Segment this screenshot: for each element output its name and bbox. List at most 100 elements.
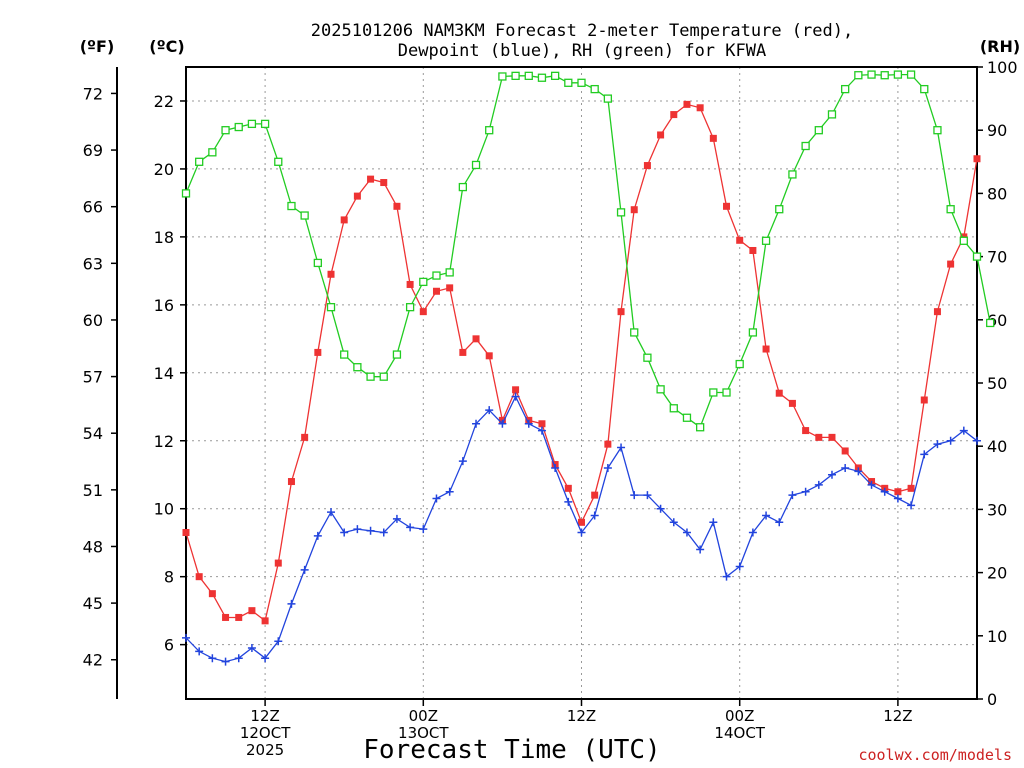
- rh-tick-label: 20: [987, 564, 1007, 583]
- rh-point: [287, 201, 296, 211]
- fahrenheit-tick-label: 45: [83, 594, 103, 613]
- rh-point: [577, 78, 586, 87]
- temperature-point: [274, 559, 282, 567]
- rh-point: [537, 73, 547, 82]
- celsius-tick-label: 22: [154, 92, 174, 111]
- time-tick-label: 2025: [246, 741, 284, 759]
- time-tick-label: 00Z: [409, 707, 438, 725]
- dewpoint-point: [366, 526, 375, 535]
- temperature-point: [762, 345, 770, 353]
- rh-point: [208, 148, 217, 157]
- temperature-point: [208, 590, 216, 598]
- rh-point: [827, 110, 837, 119]
- dewpoint-point: [709, 518, 718, 527]
- temperature-point: [485, 352, 493, 360]
- temperature-point: [432, 287, 440, 295]
- dewpoint-point: [537, 426, 546, 435]
- rh-point: [274, 157, 283, 166]
- dewpoint-point: [327, 508, 336, 517]
- dewpoint-point: [419, 525, 428, 534]
- rh-point: [801, 141, 810, 151]
- dewpoint-point: [353, 525, 362, 534]
- temperature-point: [617, 308, 625, 316]
- dewpoint-point: [274, 637, 283, 646]
- rh-tick-label: 80: [987, 184, 1007, 203]
- temperature-point: [920, 396, 928, 404]
- temperature-point: [723, 202, 731, 210]
- fahrenheit-tick-label: 51: [83, 481, 103, 500]
- rh-point: [880, 71, 889, 80]
- temperature-point: [775, 389, 783, 397]
- dewpoint-point: [841, 463, 850, 472]
- fahrenheit-tick-label: 42: [83, 651, 103, 670]
- dewpoint-point: [379, 528, 388, 537]
- temperature-point: [340, 216, 348, 224]
- time-tick-label: 12Z: [250, 707, 279, 725]
- celsius-axis: 6 8 10 12 14 16 18 20 22: [154, 92, 186, 655]
- dewpoint-point: [511, 392, 520, 401]
- rh-point: [972, 252, 982, 261]
- fahrenheit-tick-label: 57: [83, 368, 103, 387]
- temperature-point: [367, 175, 375, 183]
- dewpoint-point: [287, 599, 296, 608]
- temperature-point: [314, 348, 322, 356]
- rh-tick-label: 30: [987, 500, 1007, 519]
- fahrenheit-unit-label: (ºF): [80, 37, 115, 56]
- temperature-point: [182, 529, 190, 537]
- temperature-point: [472, 335, 480, 343]
- dewpoint-point: [498, 419, 507, 428]
- rh-point: [221, 126, 230, 135]
- rh-point: [630, 328, 639, 337]
- fahrenheit-tick-label: 69: [83, 141, 103, 160]
- time-tick-label: 12Z: [883, 707, 912, 725]
- temperature-point: [828, 433, 836, 441]
- temperature-point: [683, 100, 691, 108]
- dewpoint-point: [735, 562, 744, 571]
- temperature-point: [841, 447, 849, 455]
- rh-line: [185, 73, 991, 429]
- time-tick-label: 12OCT: [240, 724, 291, 742]
- rh-point: [906, 70, 916, 79]
- celsius-tick-label: 6: [164, 636, 174, 655]
- celsius-tick-label: 8: [164, 568, 174, 587]
- temperature-point: [327, 270, 335, 278]
- rh-point: [300, 211, 309, 220]
- dewpoint-point: [682, 528, 691, 537]
- rh-point: [313, 258, 322, 268]
- temperature-point: [736, 236, 744, 244]
- temperature-point: [287, 478, 295, 486]
- temperature-point: [749, 246, 757, 254]
- rh-point: [656, 385, 665, 394]
- temperature-point: [670, 111, 678, 119]
- temperature-point: [815, 433, 823, 441]
- time-tick-label: 12Z: [567, 707, 596, 725]
- rh-unit-label: (RH): [980, 37, 1020, 56]
- temperature-point: [538, 420, 546, 428]
- rh-point: [986, 318, 995, 328]
- rh-point: [498, 72, 507, 81]
- fahrenheit-tick-label: 66: [83, 198, 103, 217]
- rh-point: [511, 71, 520, 80]
- temperature-point: [933, 308, 941, 316]
- celsius-tick-label: 20: [154, 160, 174, 179]
- celsius-tick-label: 18: [154, 228, 174, 247]
- dewpoint-point: [775, 518, 784, 527]
- rh-point: [603, 94, 613, 103]
- dewpoint-point: [920, 450, 929, 459]
- rh-point: [920, 84, 929, 94]
- temperature-point: [788, 399, 796, 407]
- rh-point: [524, 71, 533, 80]
- dewpoint-point: [524, 419, 533, 428]
- rh-point: [485, 126, 494, 135]
- dewpoint-point: [801, 487, 810, 496]
- rh-point: [590, 84, 599, 94]
- rh-point: [195, 157, 204, 166]
- dewpoint-point: [907, 501, 916, 510]
- plot-area-border: [185, 66, 978, 700]
- rh-point: [709, 388, 718, 397]
- rh-point: [234, 122, 243, 132]
- temperature-point: [393, 202, 401, 210]
- rh-point: [814, 126, 823, 135]
